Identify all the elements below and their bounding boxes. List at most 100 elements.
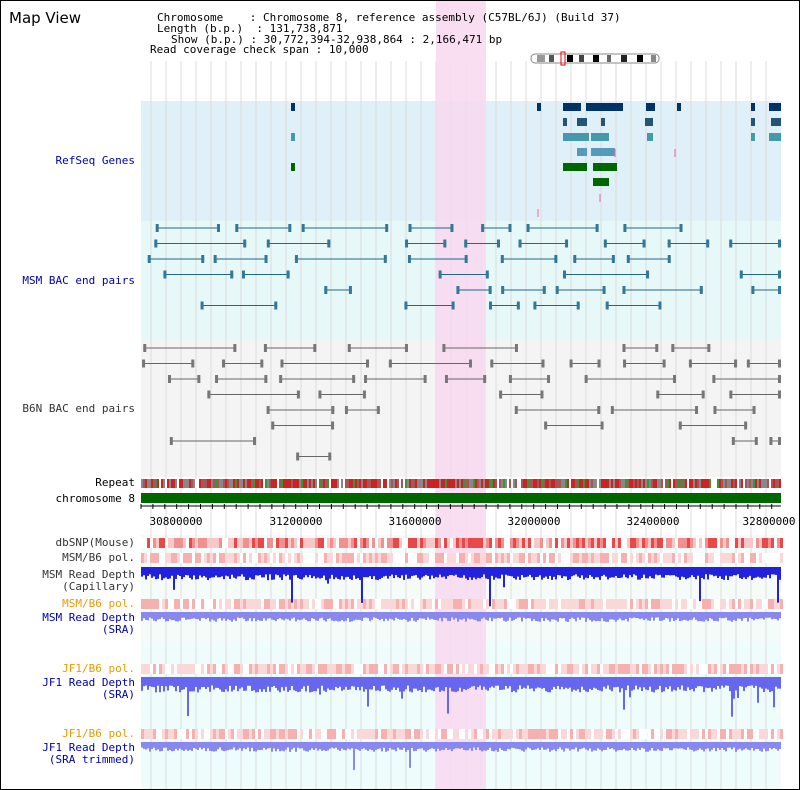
jf1-depth-trimmed-bar [437, 742, 439, 749]
jf1-depth-sra-bar [573, 677, 575, 690]
jf1-b6-pol2-heat [480, 729, 483, 739]
jf1-depth-trimmed-bar [165, 742, 167, 748]
msm-depth-capillary-bar [467, 567, 469, 580]
msm-depth-sra-bar [161, 612, 163, 618]
jf1-depth-sra-bar [459, 677, 461, 688]
msm-depth-capillary-bar [643, 567, 645, 575]
jf1-depth-trimmed-bar [631, 742, 633, 748]
repeat-band [613, 479, 615, 488]
msm-b6-pol-heat [273, 553, 276, 563]
msm-depth-capillary-bar [413, 567, 415, 576]
jf1-b6-pol2-heat [552, 729, 555, 739]
jf1-b6-pol-heat [204, 664, 207, 674]
msm-depth-capillary-bar [581, 567, 583, 576]
jf1-depth-sra-bar [651, 677, 653, 692]
msm-depth-capillary-bar [675, 567, 677, 577]
msm-depth-capillary-bar [333, 567, 335, 580]
dbsnp-heat [270, 538, 273, 548]
msm-b6-pol-heat [222, 553, 225, 563]
msm-b6-pol-heat [303, 553, 306, 563]
repeat-band [401, 479, 403, 488]
msm-b6-pol2-heat [612, 599, 615, 609]
jf1-depth-sra-bar [727, 677, 729, 686]
jf1-depth-trimmed-bar [689, 742, 691, 750]
repeat-band [253, 479, 255, 488]
msm-depth-sra-bar [337, 612, 339, 622]
jf1-b6-pol-heat [384, 664, 387, 674]
jf1-b6-pol-heat [432, 664, 435, 674]
repeat-band [345, 479, 347, 488]
chromosome-value: Chromosome 8, reference assembly (C57BL/… [262, 11, 621, 24]
msm-depth-capillary-bar [351, 567, 353, 580]
jf1-depth-trimmed-bar [399, 742, 401, 750]
repeat-band [459, 479, 461, 488]
jf1-depth-trimmed-bar [569, 742, 571, 751]
msm-b6-pol-heat [150, 553, 153, 563]
jf1-depth-trimmed-bar [721, 742, 723, 749]
jf1-b6-pol-heat [360, 664, 363, 674]
jf1-b6-pol-heat [417, 664, 420, 674]
jf1-b6-pol2-heat [360, 729, 363, 739]
msm-depth-sra-bar [513, 612, 515, 621]
dbsnp-heat [678, 538, 681, 548]
repeat-band [539, 479, 541, 488]
msm-depth-capillary-bar [281, 567, 283, 581]
jf1-depth-trimmed-bar [541, 742, 543, 748]
jf1-depth-sra-bar [229, 677, 231, 686]
msm-depth-sra-bar [557, 612, 559, 622]
jf1-b6-pol-heat [750, 664, 753, 674]
jf1-b6-pol-heat [399, 664, 402, 674]
msm-b6-pol-heat [708, 553, 711, 563]
msm-b6-pol2-heat [192, 599, 195, 609]
msm-b6-pol-heat [219, 553, 222, 563]
repeat-band [225, 479, 227, 488]
msm-depth-capillary-bar [421, 567, 423, 578]
jf1-depth-sra-bar [603, 677, 605, 687]
track-label-msm-bac[interactable]: MSM BAC end pairs [22, 274, 135, 287]
msm-depth-sra-bar [443, 612, 445, 618]
msm-depth-capillary-bar [399, 567, 401, 579]
jf1-b6-pol2-heat [357, 729, 360, 739]
jf1-depth-trimmed-bar [589, 742, 591, 749]
msm-b6-pol2-heat [765, 599, 768, 609]
msm-depth-capillary-bar [337, 567, 339, 579]
msm-b6-pol-heat [531, 553, 534, 563]
repeat-band [543, 479, 545, 488]
dbsnp-heat [228, 538, 231, 548]
jf1-depth-trimmed-bar [749, 742, 751, 751]
jf1-depth-trimmed-bar [627, 742, 629, 751]
msm-depth-capillary-bar [729, 567, 731, 577]
msm-b6-pol2-heat [708, 599, 711, 609]
jf1-b6-pol2-heat [513, 729, 516, 739]
dbsnp-heat [429, 538, 432, 548]
track-label-b6n-bac[interactable]: B6N BAC end pairs [22, 402, 135, 415]
msm-b6-pol2-heat [663, 599, 666, 609]
msm-b6-pol2-heat [513, 599, 516, 609]
jf1-b6-pol2-heat [516, 729, 519, 739]
msm-depth-capillary-bar [173, 567, 175, 590]
repeat-band [491, 479, 493, 488]
dbsnp-heat [252, 538, 255, 548]
jf1-b6-pol2-heat [735, 729, 738, 739]
jf1-depth-trimmed-bar [341, 742, 343, 749]
msm-bac-pair-end [201, 255, 205, 263]
msm-b6-pol2-heat [594, 599, 597, 609]
msm-depth-sra-bar [181, 612, 183, 618]
gene-feature [593, 163, 617, 171]
jf1-b6-pol-heat [660, 664, 663, 674]
jf1-b6-pol2-heat [609, 729, 612, 739]
msm-depth-sra-bar [143, 612, 145, 619]
jf1-depth-trimmed-bar [739, 742, 741, 749]
jf1-depth-sra-bar [303, 677, 305, 687]
msm-depth-sra-bar [265, 612, 267, 621]
jf1-depth-trimmed-bar [729, 742, 731, 748]
track-label-refseq[interactable]: RefSeq Genes [55, 154, 135, 167]
jf1-b6-pol-heat [591, 664, 594, 674]
dbsnp-heat [459, 538, 462, 548]
jf1-b6-pol-heat [684, 664, 687, 674]
msm-bac-pair-end [408, 224, 412, 232]
repeat-band [163, 479, 165, 488]
jf1-depth-trimmed-bar [663, 742, 665, 748]
jf1-depth-trimmed-bar [667, 742, 669, 749]
